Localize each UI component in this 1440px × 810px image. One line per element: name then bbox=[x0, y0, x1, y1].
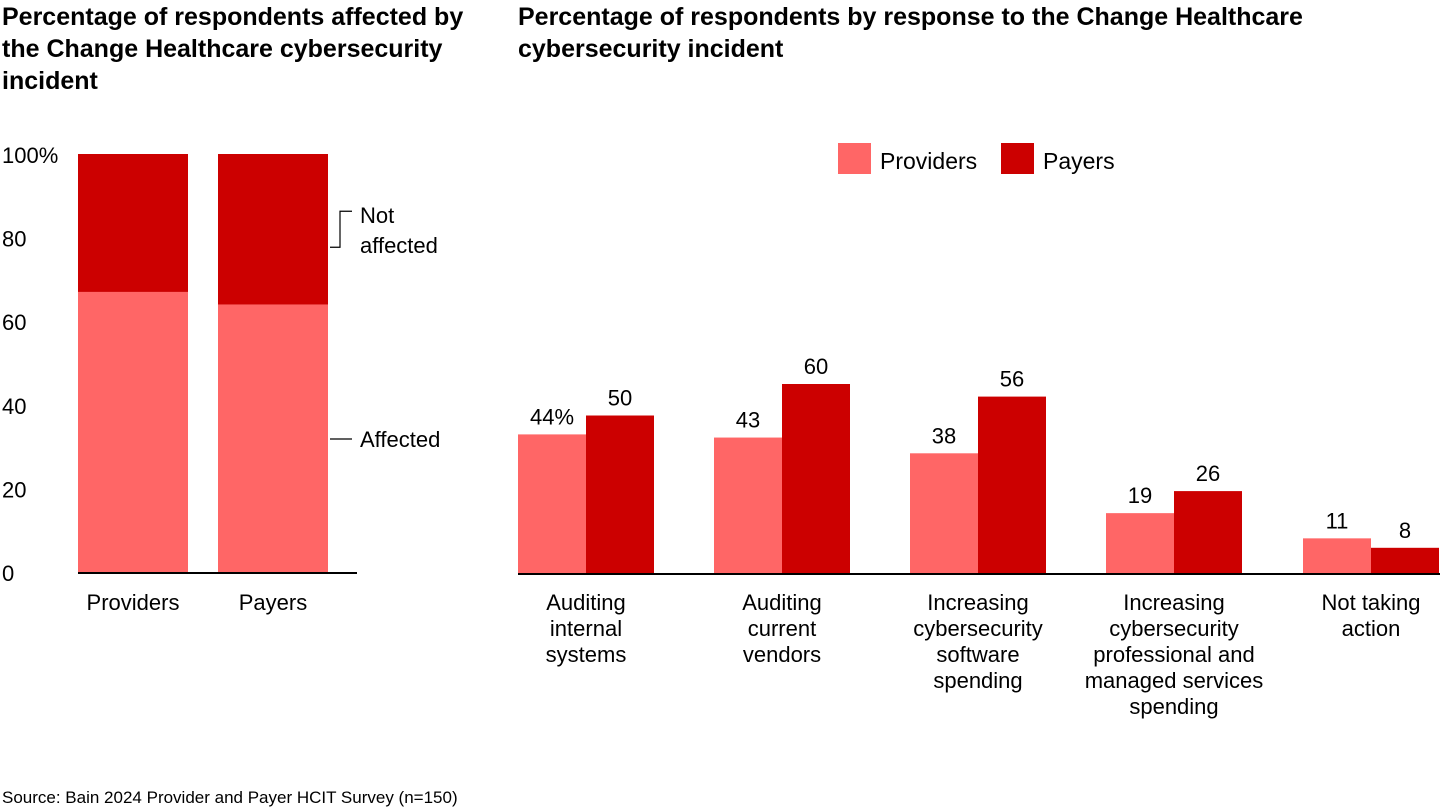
x-tick-label: Increasing cybersecurity software spending bbox=[913, 590, 1043, 693]
legend: Providers Payers bbox=[838, 143, 1115, 174]
x-tick-label-line: Increasing bbox=[927, 590, 1029, 615]
bar-providers bbox=[1106, 513, 1174, 573]
x-tick-label-line: spending bbox=[1129, 694, 1218, 719]
y-tick-label: 40 bbox=[2, 394, 26, 419]
legend-label-payers: Payers bbox=[1043, 148, 1115, 174]
x-tick-label: Payers bbox=[239, 590, 307, 615]
bar-providers bbox=[910, 453, 978, 573]
data-label: 60 bbox=[804, 354, 828, 379]
legend-swatch-providers bbox=[838, 143, 871, 174]
legend-label-affected: Affected bbox=[360, 427, 440, 452]
x-tick-label-line: vendors bbox=[743, 642, 821, 667]
left-chart-title: Percentage of respondents affected by th… bbox=[2, 3, 464, 95]
x-tick-label-line: action bbox=[1342, 616, 1401, 641]
y-tick-label: 60 bbox=[2, 310, 26, 335]
bar-payers bbox=[1371, 547, 1439, 573]
x-tick-label-line: software bbox=[936, 642, 1019, 667]
x-tick-label-line: Not taking bbox=[1321, 590, 1420, 615]
x-tick-label-line: cybersecurity bbox=[913, 616, 1043, 641]
source-note: Source: Bain 2024 Provider and Payer HCI… bbox=[2, 788, 458, 807]
x-tick-label-line: systems bbox=[546, 642, 627, 667]
bar-providers bbox=[714, 437, 782, 573]
x-tick-label-line: Auditing bbox=[546, 590, 626, 615]
x-tick-label-line: internal bbox=[550, 616, 622, 641]
bar-not-affected bbox=[218, 154, 328, 305]
right-chart-title: Percentage of respondents by response to… bbox=[518, 3, 1303, 63]
bar-providers bbox=[1303, 538, 1371, 573]
x-tick-label-line: managed services bbox=[1085, 668, 1264, 693]
bar-payers bbox=[978, 396, 1046, 573]
bar-payers bbox=[782, 384, 850, 573]
data-label: 19 bbox=[1128, 483, 1152, 508]
bar-not-affected bbox=[78, 154, 188, 292]
data-label: 26 bbox=[1196, 461, 1220, 486]
x-tick-label-line: spending bbox=[933, 668, 1022, 693]
data-label: 50 bbox=[608, 386, 632, 411]
data-label: 44% bbox=[530, 404, 574, 429]
x-tick-label-line: Auditing bbox=[742, 590, 822, 615]
y-tick-label: 0 bbox=[2, 561, 14, 586]
data-label: 56 bbox=[1000, 367, 1024, 392]
x-tick-label-line: Increasing bbox=[1123, 590, 1225, 615]
data-label: 38 bbox=[932, 423, 956, 448]
data-label: 8 bbox=[1399, 518, 1411, 543]
bar-providers bbox=[518, 434, 586, 573]
bar-affected bbox=[78, 291, 188, 572]
legend-swatch-payers bbox=[1001, 143, 1034, 174]
data-label: 11 bbox=[1326, 508, 1349, 533]
x-tick-label: Not taking action bbox=[1321, 590, 1420, 641]
not-affected-leader-line bbox=[330, 210, 352, 248]
y-tick-label: 100% bbox=[2, 143, 58, 168]
x-tick-label-line: cybersecurity bbox=[1109, 616, 1239, 641]
x-tick-label-line: current bbox=[748, 616, 816, 641]
y-tick-label: 80 bbox=[2, 227, 26, 252]
x-tick-label: Providers bbox=[87, 590, 180, 615]
stacked-bar-chart: 0 20 40 60 80 100% Providers Payers Not affected A… bbox=[2, 143, 440, 615]
x-tick-label: Auditing internal systems bbox=[546, 590, 627, 667]
x-tick-label: Increasing cybersecurity professional and m… bbox=[1085, 590, 1264, 719]
data-label: 43 bbox=[736, 408, 760, 433]
legend-label-not-affected: affected bbox=[360, 233, 438, 258]
x-tick-label-line: professional and bbox=[1093, 642, 1254, 667]
bar-payers bbox=[586, 415, 654, 573]
legend-label-not-affected: Not bbox=[360, 203, 394, 228]
y-tick-label: 20 bbox=[2, 477, 26, 502]
x-tick-label: Auditing current vendors bbox=[742, 590, 822, 667]
bar-payers bbox=[1174, 491, 1242, 573]
legend-label-providers: Providers bbox=[880, 148, 977, 174]
bar-affected bbox=[218, 304, 328, 572]
